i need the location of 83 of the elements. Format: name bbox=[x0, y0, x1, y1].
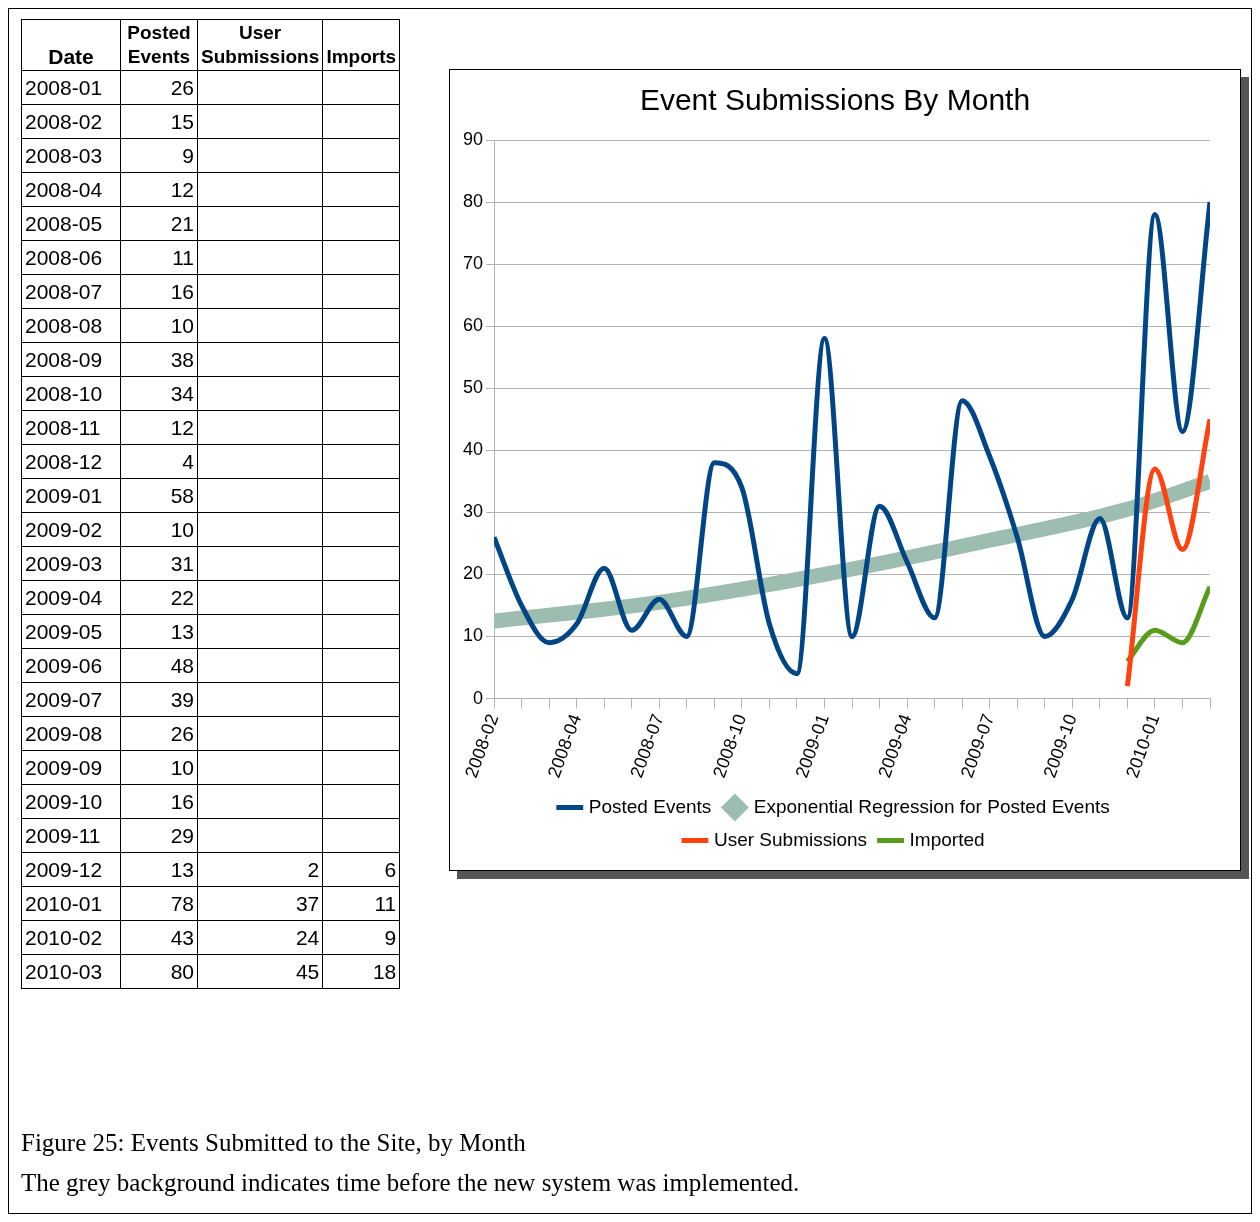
category-label: 2009-08 bbox=[21, 716, 121, 751]
category-label: 2009-02 bbox=[21, 512, 121, 547]
category-label: 2008-02 bbox=[21, 104, 121, 139]
y-tick-label: 10 bbox=[462, 625, 484, 646]
data-label: 37 bbox=[197, 886, 323, 921]
data-label: 10 bbox=[120, 308, 198, 343]
data-label: 10 bbox=[120, 750, 198, 785]
caption: Figure 25: Events Submitted to the Site, by Month bbox=[21, 1129, 527, 1157]
text: Imports bbox=[322, 19, 400, 71]
category-label: 2009-09 bbox=[21, 750, 121, 785]
text: The grey background indicates time before the new system was implemented. bbox=[21, 1169, 800, 1197]
category-label: 2008-03 bbox=[21, 138, 121, 173]
data-label: 34 bbox=[120, 376, 198, 411]
category-label: 2008-11 bbox=[21, 410, 121, 445]
category-label: 2010-02 bbox=[21, 920, 121, 955]
category-label: 2009-05 bbox=[21, 614, 121, 649]
text: User Submissions bbox=[197, 19, 323, 71]
category-label: 2008-01 bbox=[21, 70, 121, 105]
data-label: 15 bbox=[120, 104, 198, 139]
data-label: 13 bbox=[120, 852, 198, 887]
data-label: 2 bbox=[197, 852, 323, 887]
data-label: 21 bbox=[120, 206, 198, 241]
data-label: 10 bbox=[120, 512, 198, 547]
data-label: 26 bbox=[120, 716, 198, 751]
chart-title: Event Submissions By Month bbox=[639, 83, 1031, 117]
category-label: 2008-07 bbox=[21, 274, 121, 309]
legend-label: Posted Events bbox=[588, 795, 712, 817]
data-label: 26 bbox=[120, 70, 198, 105]
data-label: 80 bbox=[120, 954, 198, 989]
data-label: 39 bbox=[120, 682, 198, 717]
category-label: 2009-07 bbox=[21, 682, 121, 717]
y-tick-label: 60 bbox=[462, 315, 484, 336]
category-label: 2008-09 bbox=[21, 342, 121, 377]
category-label: 2008-12 bbox=[21, 444, 121, 479]
category-label: 2008-04 bbox=[21, 172, 121, 207]
data-label: 12 bbox=[120, 172, 198, 207]
data-label: 29 bbox=[120, 818, 198, 853]
y-tick-label: 80 bbox=[462, 191, 484, 212]
data-label: 31 bbox=[120, 546, 198, 581]
data-label: 58 bbox=[120, 478, 198, 513]
category-label: 2008-06 bbox=[21, 240, 121, 275]
category-label: 2008-08 bbox=[21, 308, 121, 343]
data-label: 78 bbox=[120, 886, 198, 921]
data-label: 4 bbox=[120, 444, 198, 479]
data-label: 38 bbox=[120, 342, 198, 377]
y-tick-label: 40 bbox=[462, 439, 484, 460]
category-label: 2009-12 bbox=[21, 852, 121, 887]
category-label: 2010-03 bbox=[21, 954, 121, 989]
legend-label: User Submissions bbox=[713, 828, 868, 850]
y-tick-label: 0 bbox=[473, 687, 484, 708]
category-label: 2009-11 bbox=[21, 818, 121, 853]
data-label: 48 bbox=[120, 648, 198, 683]
category-label: 2009-04 bbox=[21, 580, 121, 615]
data-label: 16 bbox=[120, 784, 198, 819]
data-label: 9 bbox=[322, 920, 400, 955]
category-label: 2008-10 bbox=[21, 376, 121, 411]
y-tick-label: 50 bbox=[462, 377, 484, 398]
category-label: 2009-03 bbox=[21, 546, 121, 581]
category-label: 2009-10 bbox=[21, 784, 121, 819]
y-tick-label: 20 bbox=[462, 563, 484, 584]
data-label: 24 bbox=[197, 920, 323, 955]
data-label: 6 bbox=[322, 852, 400, 887]
legend-label: Imported bbox=[909, 828, 985, 850]
category-label: 2009-06 bbox=[21, 648, 121, 683]
data-label: 22 bbox=[120, 580, 198, 615]
category-label: 2009-01 bbox=[21, 478, 121, 513]
data-label: 43 bbox=[120, 920, 198, 955]
category-label: 2008-05 bbox=[21, 206, 121, 241]
y-tick-label: 90 bbox=[462, 128, 484, 149]
category-label: 2010-01 bbox=[21, 886, 121, 921]
data-label: 45 bbox=[197, 954, 323, 989]
legend-label: Exponential Regression for Posted Events bbox=[753, 795, 1110, 817]
data-label: 16 bbox=[120, 274, 198, 309]
text: Posted Events bbox=[120, 19, 198, 71]
data-label: 18 bbox=[322, 954, 400, 989]
data-label: 12 bbox=[120, 410, 198, 445]
text: Date bbox=[21, 19, 121, 71]
data-label: 11 bbox=[322, 886, 400, 921]
data-label: 9 bbox=[120, 138, 198, 173]
data-label: 13 bbox=[120, 614, 198, 649]
y-tick-label: 70 bbox=[462, 253, 484, 274]
data-label: 11 bbox=[120, 240, 198, 275]
y-tick-label: 30 bbox=[462, 501, 484, 522]
